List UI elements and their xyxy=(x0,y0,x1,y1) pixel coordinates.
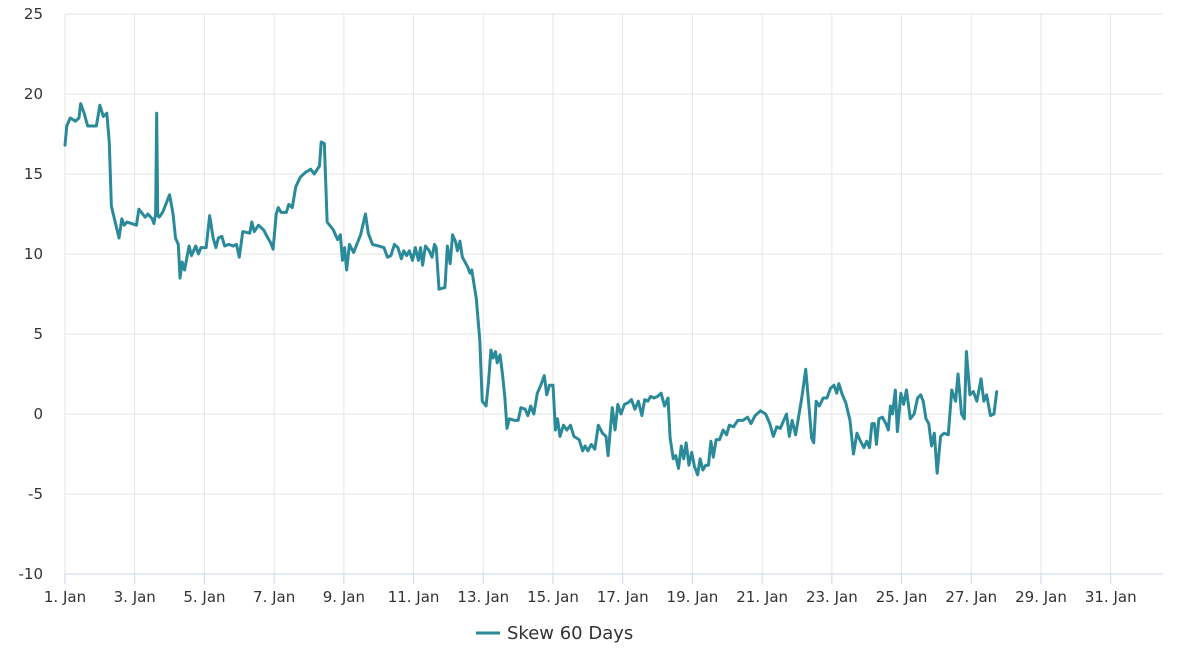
y-tick-label: 20 xyxy=(24,85,43,103)
x-tick-label: 31. Jan xyxy=(1085,588,1137,606)
y-tick-label: -10 xyxy=(19,565,44,583)
x-tick-label: 17. Jan xyxy=(597,588,649,606)
series-line-skew-60-days[interactable] xyxy=(63,102,999,477)
y-tick-label: -5 xyxy=(28,485,43,503)
x-tick-label: 1. Jan xyxy=(44,588,86,606)
x-tick-label: 25. Jan xyxy=(876,588,928,606)
y-tick-label: 15 xyxy=(24,165,43,183)
series-layer xyxy=(63,102,999,477)
y-tick-label: 25 xyxy=(24,5,43,23)
x-tick-label: 7. Jan xyxy=(253,588,295,606)
x-tick-label: 19. Jan xyxy=(667,588,719,606)
grid-lines xyxy=(64,13,1163,575)
legend[interactable]: Skew 60 Days xyxy=(476,623,633,644)
y-tick-label: 0 xyxy=(33,405,43,423)
y-axis: -10 -5 0 5 10 15 20 25 xyxy=(19,5,44,583)
x-tick-label: 11. Jan xyxy=(388,588,440,606)
y-tick-label: 10 xyxy=(24,245,43,263)
x-tick-label: 27. Jan xyxy=(945,588,997,606)
x-tick-label: 9. Jan xyxy=(323,588,365,606)
x-tick-label: 5. Jan xyxy=(183,588,225,606)
x-tick-label: 23. Jan xyxy=(806,588,858,606)
x-tick-label: 29. Jan xyxy=(1015,588,1067,606)
x-tick-label: 15. Jan xyxy=(527,588,579,606)
x-axis: 1. Jan 3. Jan 5. Jan 7. Jan 9. Jan 11. Jan 13.… xyxy=(44,573,1163,606)
legend-label-skew-60-days[interactable]: Skew 60 Days xyxy=(507,623,633,644)
x-tick-label: 13. Jan xyxy=(457,588,509,606)
y-tick-label: 5 xyxy=(33,325,43,343)
x-tick-label: 21. Jan xyxy=(736,588,788,606)
x-tick-label: 3. Jan xyxy=(114,588,156,606)
